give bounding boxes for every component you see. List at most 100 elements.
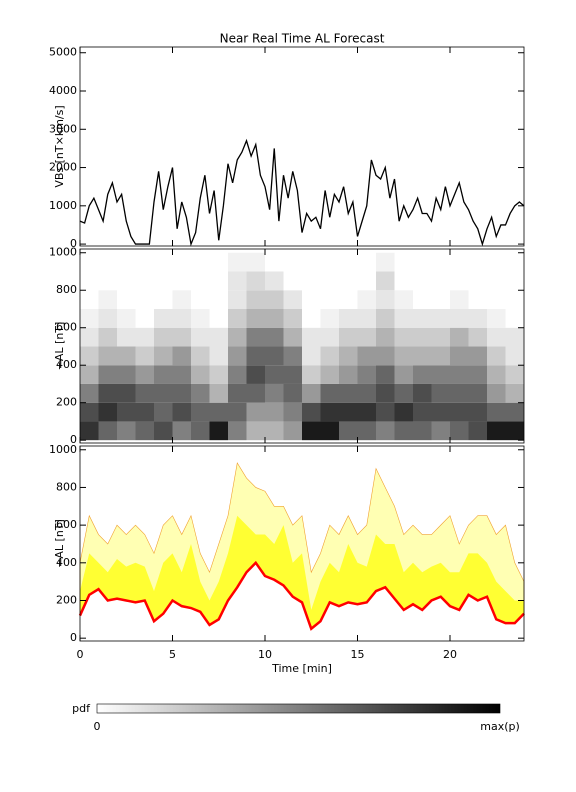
heat-cell (246, 252, 265, 272)
heat-cell (191, 346, 210, 366)
heat-cell (302, 421, 321, 441)
heat-cell (246, 346, 265, 366)
heat-cell (228, 290, 247, 309)
heat-cell (154, 308, 173, 328)
heat-cell (80, 327, 99, 347)
heat-cell (228, 402, 247, 422)
heat-cell (487, 383, 506, 403)
heat-cell (357, 383, 376, 403)
heat-cell (117, 346, 136, 366)
heat-cell (98, 402, 117, 422)
heat-cell (413, 327, 432, 347)
heat-cell (265, 252, 284, 272)
heat-cell (135, 421, 154, 441)
heat-cell (172, 271, 191, 291)
heat-cell (191, 402, 210, 422)
heat-cell (191, 252, 210, 272)
heat-cell (117, 308, 136, 328)
y-tick-label: 800 (56, 283, 77, 296)
heat-cell (265, 346, 284, 366)
heat-cell (80, 308, 99, 328)
heat-cell (191, 421, 210, 441)
y-tick-label: 3000 (49, 122, 77, 135)
heat-cell (154, 346, 173, 366)
heat-cell (357, 402, 376, 422)
heat-cell (172, 402, 191, 422)
heat-cell (283, 327, 302, 347)
heat-cell (431, 271, 450, 291)
colorbar-max: max(p) (480, 720, 520, 733)
heat-cell (413, 290, 432, 309)
x-tick-label: 10 (258, 648, 272, 661)
heat-cell (135, 346, 154, 366)
heat-cell (450, 421, 469, 441)
heat-cell (339, 346, 358, 366)
heat-cell (468, 421, 487, 441)
heat-cell (283, 346, 302, 366)
heat-cell (468, 327, 487, 347)
heat-cell (80, 383, 99, 403)
heat-cell (394, 308, 413, 328)
heat-cell (376, 421, 395, 441)
heat-cell (228, 365, 247, 384)
heat-cell (320, 365, 339, 384)
heat-cell (283, 252, 302, 272)
heat-cell (431, 402, 450, 422)
heat-cell (135, 327, 154, 347)
heat-cell (394, 346, 413, 366)
heat-cell (191, 365, 210, 384)
median-line (78, 560, 525, 631)
heat-cell (265, 308, 284, 328)
heat-cell (191, 290, 210, 309)
heat-cell (80, 271, 99, 291)
heat-cell (228, 383, 247, 403)
heat-cell (98, 252, 117, 272)
heat-cell (413, 402, 432, 422)
heat-cell (468, 308, 487, 328)
heat-cell (413, 421, 432, 441)
heat-cell (209, 421, 228, 441)
heat-cell (283, 402, 302, 422)
heat-cell (246, 271, 265, 291)
x-tick-label: 0 (77, 648, 84, 661)
heat-cell (431, 252, 450, 272)
heat-cell (228, 346, 247, 366)
heat-cell (265, 402, 284, 422)
y-axis-label: −AL [nT] (53, 519, 66, 568)
heat-cell (450, 327, 469, 347)
heat-cell (487, 365, 506, 384)
heat-cell (376, 271, 395, 291)
heat-cell (98, 346, 117, 366)
heat-cell (320, 327, 339, 347)
heat-cell (191, 308, 210, 328)
y-tick-label: 1000 (49, 443, 77, 456)
heat-cell (320, 308, 339, 328)
heat-cell (209, 327, 228, 347)
heat-cell (413, 308, 432, 328)
heat-cell (265, 383, 284, 403)
heat-cell (228, 252, 247, 272)
heat-cell (357, 290, 376, 309)
x-tick-label: 20 (443, 648, 457, 661)
heat-cell (339, 308, 358, 328)
heat-cell (209, 346, 228, 366)
heat-cell (357, 308, 376, 328)
heat-cell (191, 271, 210, 291)
heat-cell (172, 421, 191, 441)
heat-cell (413, 346, 432, 366)
heat-cell (80, 402, 99, 422)
x-tick-label: 5 (169, 648, 176, 661)
heat-cell (80, 346, 99, 366)
heat-cell (209, 383, 228, 403)
heat-cell (246, 383, 265, 403)
heat-cell (135, 290, 154, 309)
heat-cell (154, 365, 173, 384)
heat-cell (117, 383, 136, 403)
heat-cell (339, 365, 358, 384)
heat-cell (283, 308, 302, 328)
heat-cell (431, 421, 450, 441)
heat-cell (228, 308, 247, 328)
heat-cell (80, 290, 99, 309)
heat-cell (154, 383, 173, 403)
